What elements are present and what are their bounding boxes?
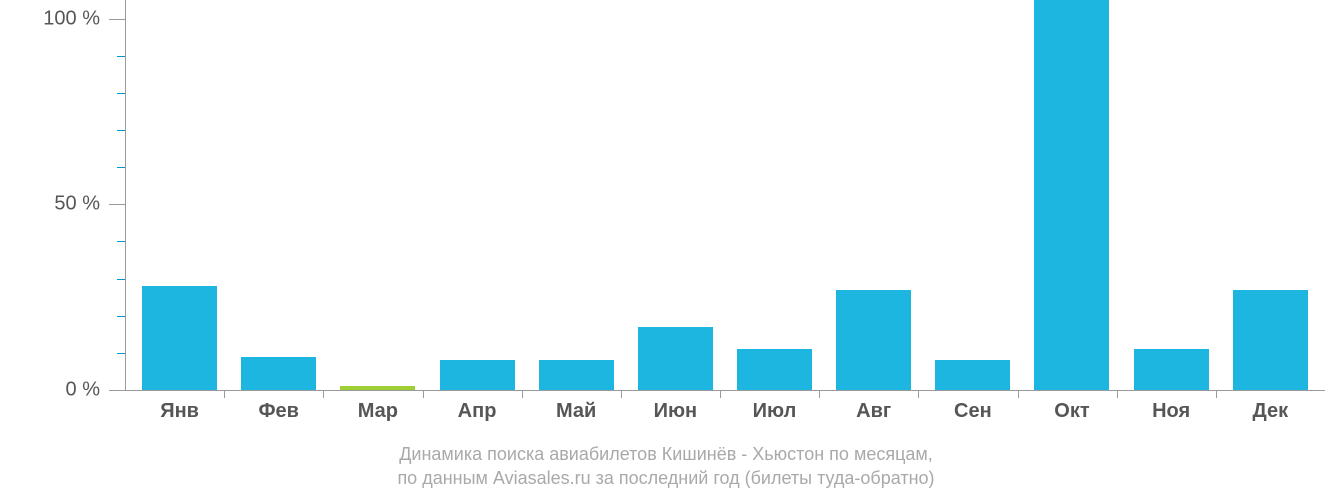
x-axis-label: Ноя [1134,400,1209,423]
x-axis-label: Май [539,400,614,423]
chart-container: 0 % 50 % 100 % Янв Фев Мар Апр Май Июн Июл Авг Сен… [0,0,1332,502]
bar-slot [142,286,217,390]
x-axis-label: Мар [340,400,415,423]
bar-slot [1233,290,1308,390]
y-major-tick [109,19,125,20]
x-axis-label: Сен [935,400,1010,423]
bar-slot [241,357,316,390]
bar-slot [638,327,713,390]
x-axis-label: Авг [836,400,911,423]
x-tick [918,390,919,398]
bar-slot [737,349,812,390]
y-minor-tick [117,130,125,131]
y-axis-label: 100 % [0,7,100,30]
y-minor-tick [117,167,125,168]
x-tick [1117,390,1118,398]
bar [638,327,713,390]
x-tick [1018,390,1019,398]
bar-slot [1134,349,1209,390]
x-tick [224,390,225,398]
x-axis-label: Окт [1034,400,1109,423]
y-axis-label: 50 % [0,193,100,216]
y-minor-tick [117,241,125,242]
x-axis-label: Янв [142,400,217,423]
bar [440,360,515,390]
caption-line-2: по данным Aviasales.ru за последний год … [0,468,1332,489]
bar-slot [935,360,1010,390]
y-minor-tick [117,316,125,317]
y-minor-tick [117,56,125,57]
bar [241,357,316,390]
bar [340,386,415,390]
bar [836,290,911,390]
x-tick [819,390,820,398]
bar [935,360,1010,390]
y-minor-tick [117,93,125,94]
x-tick [1216,390,1217,398]
y-axis-line [125,0,126,390]
caption-line-1: Динамика поиска авиабилетов Кишинёв - Хь… [0,444,1332,465]
x-tick [522,390,523,398]
bar [1233,290,1308,390]
bars-area [130,0,1320,390]
bar-slot [440,360,515,390]
x-axis-line [125,390,1325,391]
y-major-tick [109,204,125,205]
bar [142,286,217,390]
x-tick [720,390,721,398]
bar [1034,0,1109,390]
y-minor-tick [117,279,125,280]
bar-slot [836,290,911,390]
bar [1134,349,1209,390]
x-labels-row: Янв Фев Мар Апр Май Июн Июл Авг Сен Окт Ноя Дек [130,400,1320,423]
bar-slot [340,386,415,390]
x-axis-label: Фев [241,400,316,423]
bar-slot [539,360,614,390]
x-tick [323,390,324,398]
y-axis-label: 0 % [0,379,100,402]
bar [539,360,614,390]
x-tick [423,390,424,398]
y-major-tick [109,390,125,391]
y-minor-tick [117,353,125,354]
bar [737,349,812,390]
bar-slot [1034,0,1109,390]
x-axis-label: Апр [440,400,515,423]
x-axis-label: Июл [737,400,812,423]
x-axis-label: Июн [638,400,713,423]
x-axis-label: Дек [1233,400,1308,423]
x-tick [621,390,622,398]
